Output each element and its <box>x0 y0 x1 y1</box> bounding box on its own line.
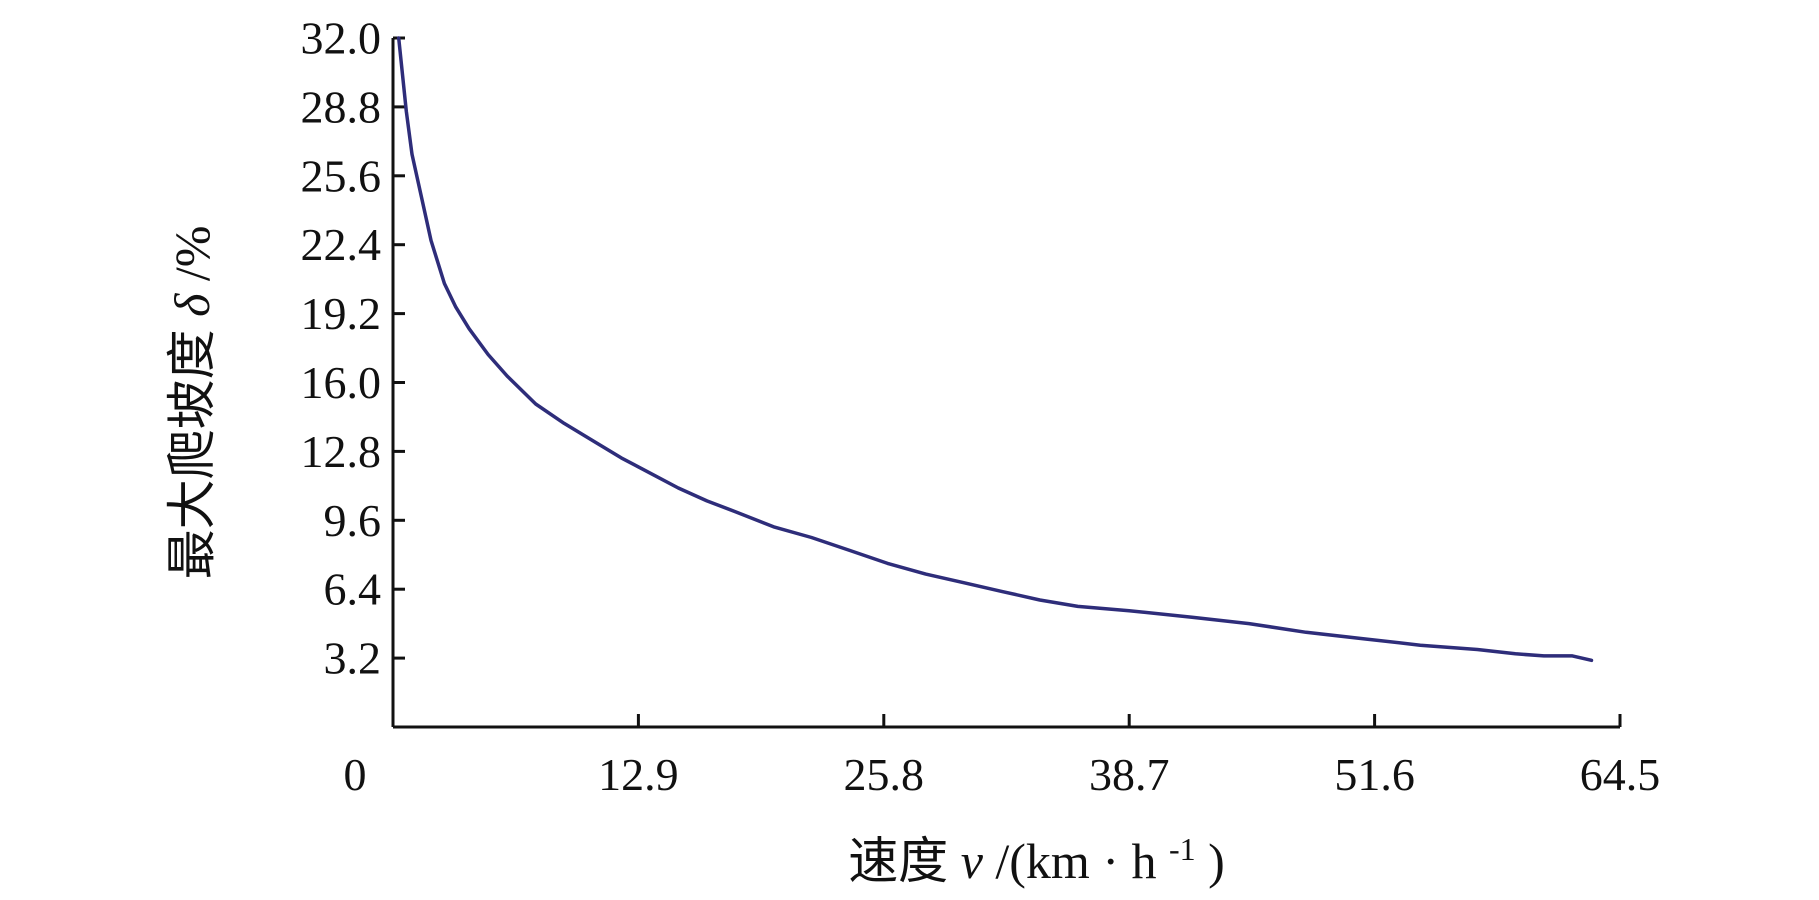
y-tick-label: 32.0 <box>301 13 382 64</box>
x-axis-title-prefix: 速度 <box>848 833 948 889</box>
y-axis-title-prefix: 最大爬坡度 <box>164 329 220 579</box>
y-axis-title: 最大爬坡度 δ /% <box>164 226 220 580</box>
y-tick-label: 28.8 <box>301 81 382 132</box>
x-axis-title-unit-open: /(km · h <box>995 833 1156 889</box>
y-tick-label: 19.2 <box>301 288 382 339</box>
x-tick-label: 25.8 <box>844 749 925 800</box>
x-axis-ticks: 0 12.9 25.8 38.7 51.6 64.5 <box>344 714 1661 800</box>
x-axis-title-variable: v <box>961 833 984 889</box>
y-tick-label: 12.8 <box>301 426 382 477</box>
x-tick-label: 64.5 <box>1580 749 1661 800</box>
x-axis-title-unit-superscript: -1 <box>1169 831 1196 867</box>
y-axis-ticks: 3.2 6.4 9.6 12.8 16.0 19.2 22.4 25.6 28.8 32.0 <box>301 13 405 684</box>
y-tick-label: 22.4 <box>301 219 382 270</box>
y-tick-label: 6.4 <box>324 564 382 615</box>
x-axis-title-unit-close: ) <box>1208 833 1225 889</box>
y-axis-title-variable: δ <box>164 293 220 317</box>
y-tick-label: 16.0 <box>301 357 382 408</box>
x-tick-label: 38.7 <box>1089 749 1170 800</box>
series-group <box>396 36 1594 663</box>
series-line <box>396 36 1594 663</box>
plot-area: 3.2 6.4 9.6 12.8 16.0 19.2 22.4 25.6 28.8 32.0 0 1… <box>301 13 1661 801</box>
y-axis-title-unit: /% <box>164 226 220 282</box>
x-tick-label: 51.6 <box>1334 749 1415 800</box>
x-tick-label: 0 <box>344 749 367 800</box>
y-tick-label: 3.2 <box>324 633 382 684</box>
y-tick-label: 25.6 <box>301 150 382 201</box>
x-tick-label: 12.9 <box>598 749 679 800</box>
y-tick-label: 9.6 <box>324 495 382 546</box>
x-axis-title: 速度 v /(km · h -1 ) <box>848 815 1225 889</box>
